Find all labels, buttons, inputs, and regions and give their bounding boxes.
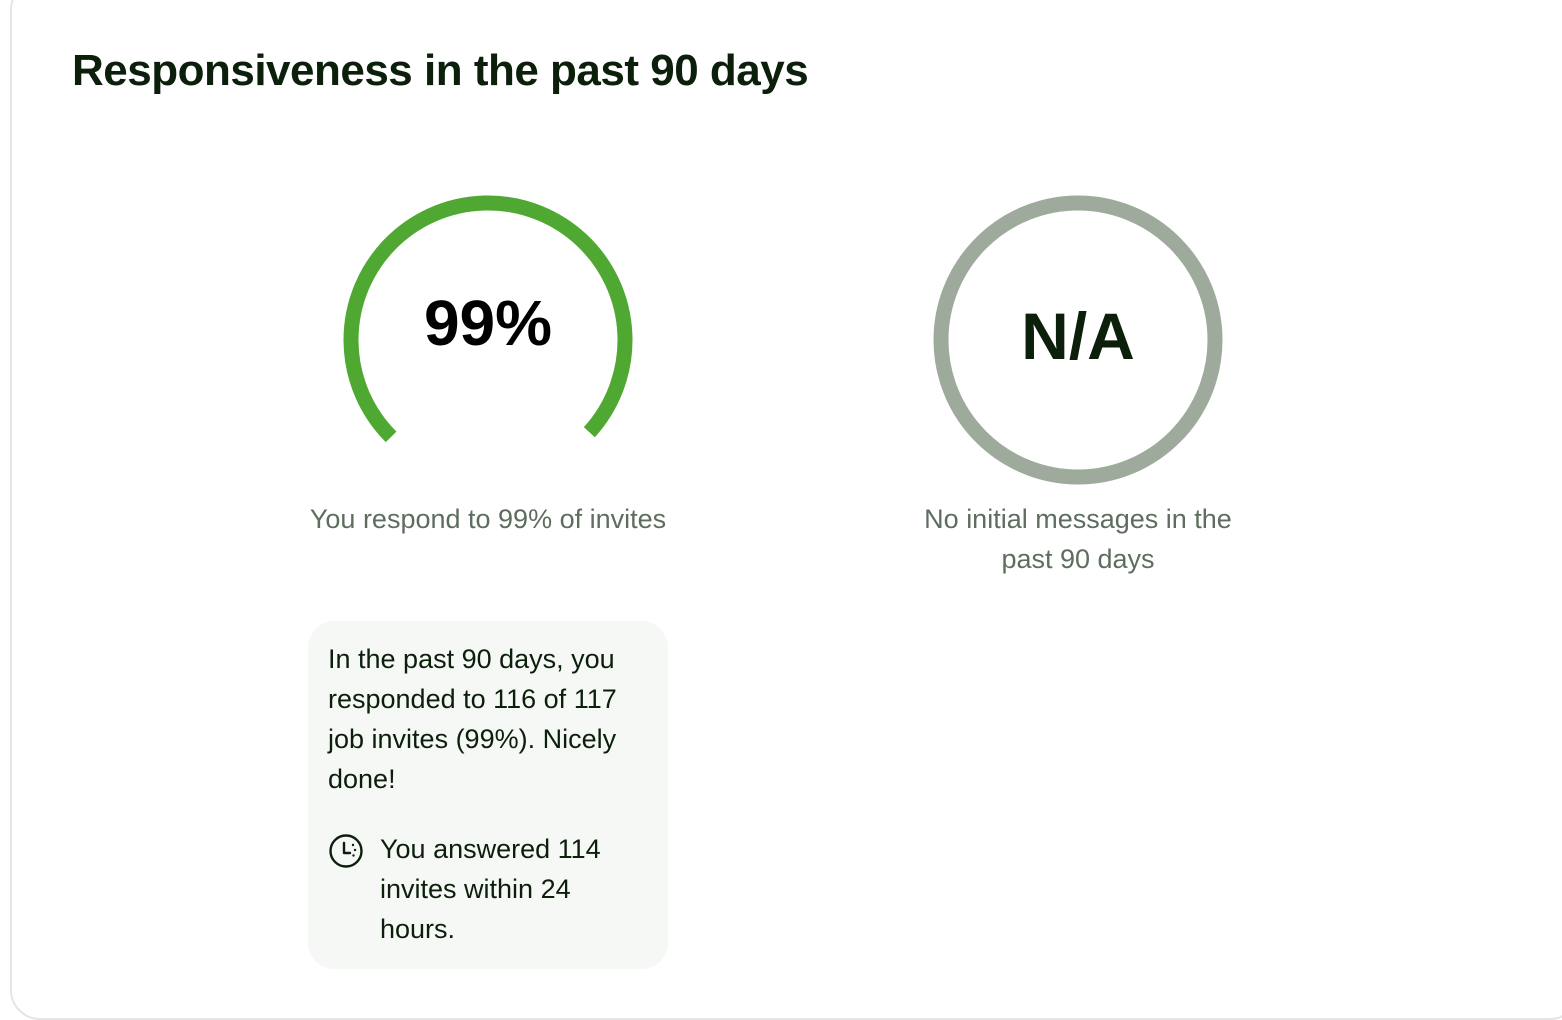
invite-response-value: 99%	[423, 287, 553, 359]
invite-response-ring	[343, 195, 633, 443]
invite-response-caption: You respond to 99% of invites	[309, 504, 667, 534]
invite-summary-text: In the past 90 days, you responded to 11…	[328, 644, 617, 794]
response-time-text: You answered 114 invites within 24 hours…	[380, 834, 601, 944]
invite-details-box: In the past 90 days, you responded to 11…	[308, 621, 668, 969]
initial-messages-gauge: N/A	[928, 190, 1228, 490]
invite-response-gauge: 99%	[338, 190, 638, 490]
initial-messages-caption: No initial messages in the past 90 days	[924, 504, 1232, 574]
card-title: Responsiveness in the past 90 days	[72, 46, 809, 95]
responsiveness-card	[10, 0, 1562, 1020]
initial-messages-value: N/A	[1021, 299, 1135, 373]
clock-icon	[329, 834, 363, 868]
response-time-row: You answered 114 invites within 24 hours…	[328, 829, 646, 949]
initial-messages-ring	[933, 195, 1223, 485]
invite-response-arc	[343, 195, 633, 443]
